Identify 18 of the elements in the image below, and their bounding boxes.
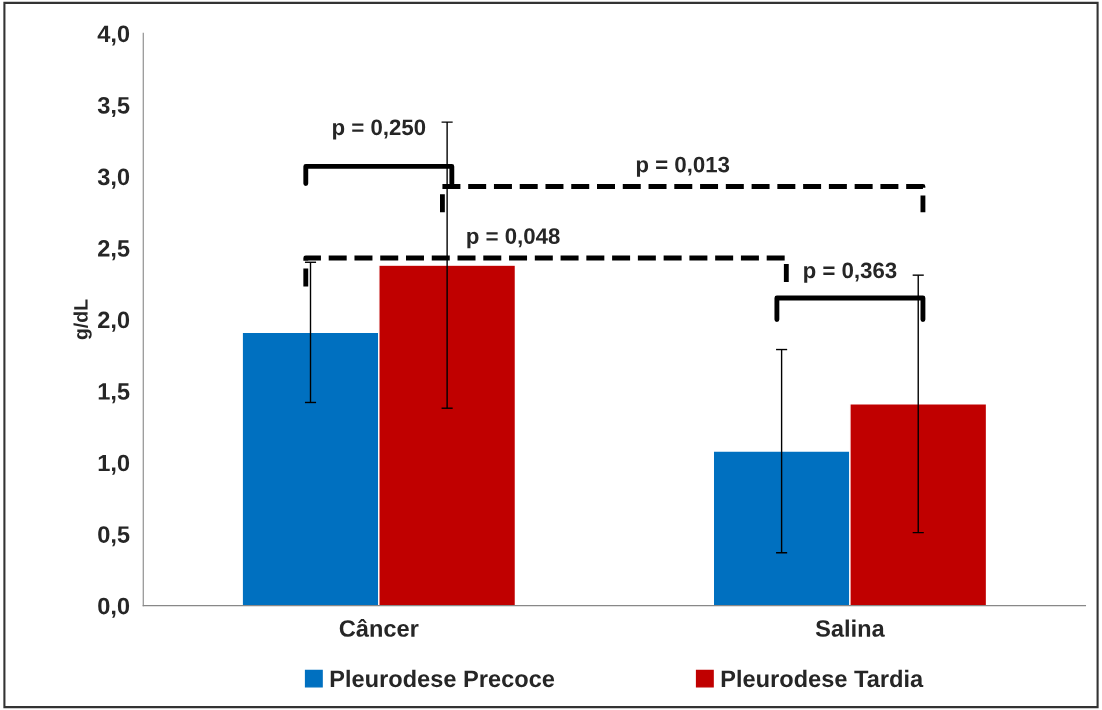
annotation: p = 0,013 [636,156,730,177]
y-tick-label: 0,5 [98,526,130,547]
y-tick-label: 2,5 [98,240,130,261]
annotation: p = 0,363 [804,262,897,283]
y-tick-label: 3,0 [97,168,130,189]
y-tick-label: 2,0 [98,311,130,332]
y-tick-label: 1,0 [98,454,130,475]
x-tick-label: Salina [815,619,885,637]
y-axis-title: g/dL [73,299,92,340]
y-tick-label: 0,0 [98,597,130,618]
annotation: p = 0,048 [467,228,560,249]
y-tick-label: 1,5 [98,383,130,404]
legend-label: Pleurodese Precoce [330,669,555,688]
y-tick-label: 3,5 [97,96,130,118]
x-tick-label: Câncer [339,619,419,637]
annotation: p = 0,250 [333,119,426,140]
y-tick-label: 4,0 [97,25,130,46]
legend-label: Pleurodese Tardia [721,669,924,688]
